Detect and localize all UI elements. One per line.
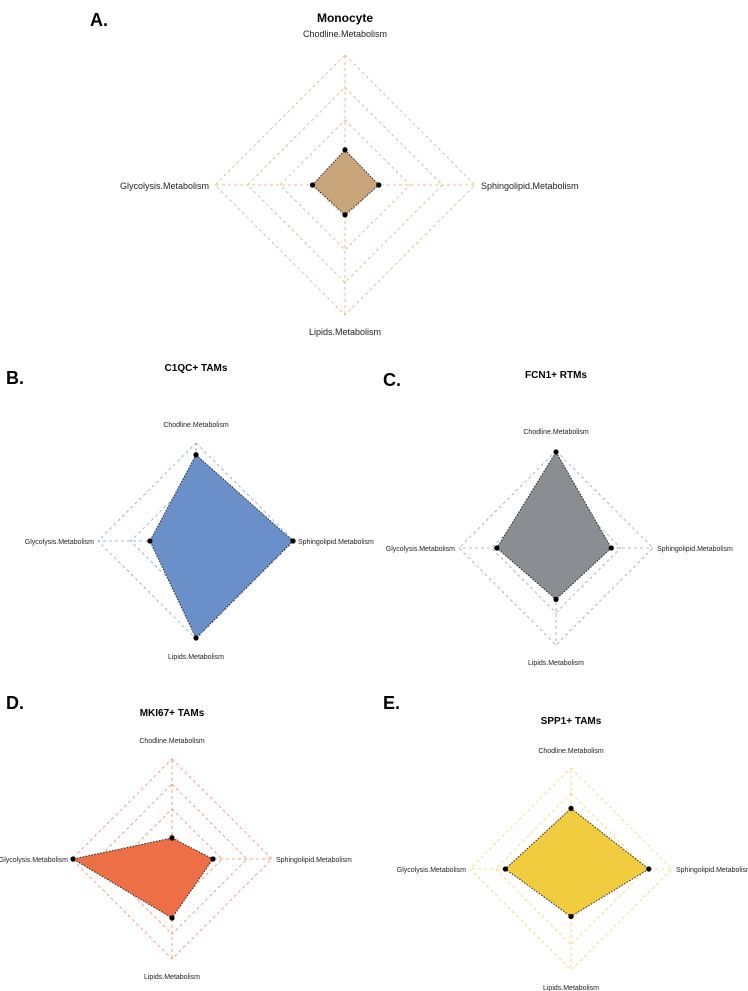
axis-label-chodline-metabolism: Chodline.Metabolism — [303, 29, 387, 39]
panel-letter: E. — [383, 693, 400, 713]
data-point-glycolysis-metabolism — [494, 545, 500, 551]
axis-label-chodline-metabolism: Chodline.Metabolism — [139, 738, 205, 745]
axis-label-chodline-metabolism: Chodline.Metabolism — [538, 748, 604, 755]
data-point-sphingolipid-metabolism — [290, 538, 296, 544]
data-point-lipids-metabolism — [568, 913, 574, 920]
data-point-sphingolipid-metabolism — [376, 182, 382, 188]
data-point-glycolysis-metabolism — [147, 538, 153, 544]
radar-panel-c1qc-tams: B. C1QC+ TAMs Chodline.Metabolism Sphingoli… — [6, 363, 374, 661]
grid-ring — [121, 808, 223, 910]
axis-label-lipids-metabolism: Lipids.Metabolism — [543, 985, 599, 991]
radar-panel-mki67-tams: D. MKI67+ TAMs Chodline.Metabolism Sphingol… — [0, 693, 352, 981]
panel-letter: A. — [90, 10, 108, 30]
axis-label-glycolysis-metabolism: Glycolysis.Metabolism — [397, 867, 466, 874]
panel-title: C1QC+ TAMs — [165, 363, 228, 374]
panel-letter: B. — [6, 368, 24, 388]
axis-label-lipids-metabolism: Lipids.Metabolism — [168, 654, 224, 661]
data-point-lipids-metabolism — [342, 212, 348, 218]
axis-label-lipids-metabolism: Lipids.Metabolism — [309, 327, 381, 337]
axis-label-glycolysis-metabolism: Glycolysis.Metabolism — [120, 181, 209, 191]
data-point-chodline-metabolism — [342, 147, 348, 153]
grid-ring — [490, 482, 622, 614]
data-point-lipids-metabolism — [193, 635, 199, 641]
axis-label-chodline-metabolism: Chodline.Metabolism — [523, 429, 589, 436]
data-point-lipids-metabolism — [553, 596, 559, 603]
grid-ring — [71, 758, 273, 960]
data-point-sphingolipid-metabolism — [210, 856, 216, 862]
data-point-glycolysis-metabolism — [309, 182, 316, 188]
axis-label-glycolysis-metabolism: Glycolysis.Metabolism — [0, 857, 68, 864]
axis-label-sphingolipid-metabolism: Sphingolipid.Metabolism — [657, 546, 733, 553]
axis-label-sphingolipid-metabolism: Sphingolipid.Metabolism — [676, 867, 748, 874]
axis-label-chodline-metabolism: Chodline.Metabolism — [163, 422, 229, 429]
data-point-glycolysis-metabolism — [70, 856, 76, 862]
panel-title: SPP1+ TAMs — [541, 716, 602, 727]
data-point-lipids-metabolism — [169, 915, 175, 921]
axis-label-lipids-metabolism: Lipids.Metabolism — [528, 660, 584, 667]
axis-label-lipids-metabolism: Lipids.Metabolism — [144, 974, 200, 981]
grid-ring — [246, 86, 444, 284]
radar-panel-fcn1-rtms: C. FCN1+ RTMs Chodline.Metabolism Sphingoli… — [383, 370, 733, 667]
axis-label-glycolysis-metabolism: Glycolysis.Metabolism — [25, 539, 94, 546]
data-point-chodline-metabolism — [193, 452, 199, 458]
radar-panel-monocyte: A. Monocyte Chodline.Metabolism Sphingolipi… — [90, 10, 579, 337]
data-point-glycolysis-metabolism — [502, 866, 508, 872]
axis-label-glycolysis-metabolism: Glycolysis.Metabolism — [386, 546, 455, 553]
grid-ring — [279, 119, 411, 251]
panel-title: Monocyte — [317, 11, 373, 25]
panel-title: MKI67+ TAMs — [140, 708, 205, 719]
data-point-chodline-metabolism — [553, 449, 559, 455]
data-point-chodline-metabolism — [169, 835, 175, 841]
panel-letter: C. — [383, 370, 401, 390]
panel-title: FCN1+ RTMs — [525, 370, 587, 381]
axis-label-sphingolipid-metabolism: Sphingolipid.Metabolism — [481, 181, 579, 191]
data-point-sphingolipid-metabolism — [646, 866, 652, 872]
data-area — [71, 837, 214, 919]
data-area — [149, 453, 294, 639]
data-point-chodline-metabolism — [568, 805, 574, 812]
radar-panel-spp1-tams: E. SPP1+ TAMs Chodline.Metabolism Sphingoli… — [383, 693, 748, 991]
axis-label-sphingolipid-metabolism: Sphingolipid.Metabolism — [298, 539, 374, 546]
axis-label-sphingolipid-metabolism: Sphingolipid.Metabolism — [276, 857, 352, 864]
grid-ring — [214, 54, 476, 316]
data-area — [311, 149, 380, 216]
grid-ring — [469, 767, 673, 971]
panel-letter: D. — [6, 693, 24, 713]
grid-ring — [458, 450, 654, 646]
data-point-sphingolipid-metabolism — [608, 545, 614, 551]
data-area — [496, 450, 612, 601]
